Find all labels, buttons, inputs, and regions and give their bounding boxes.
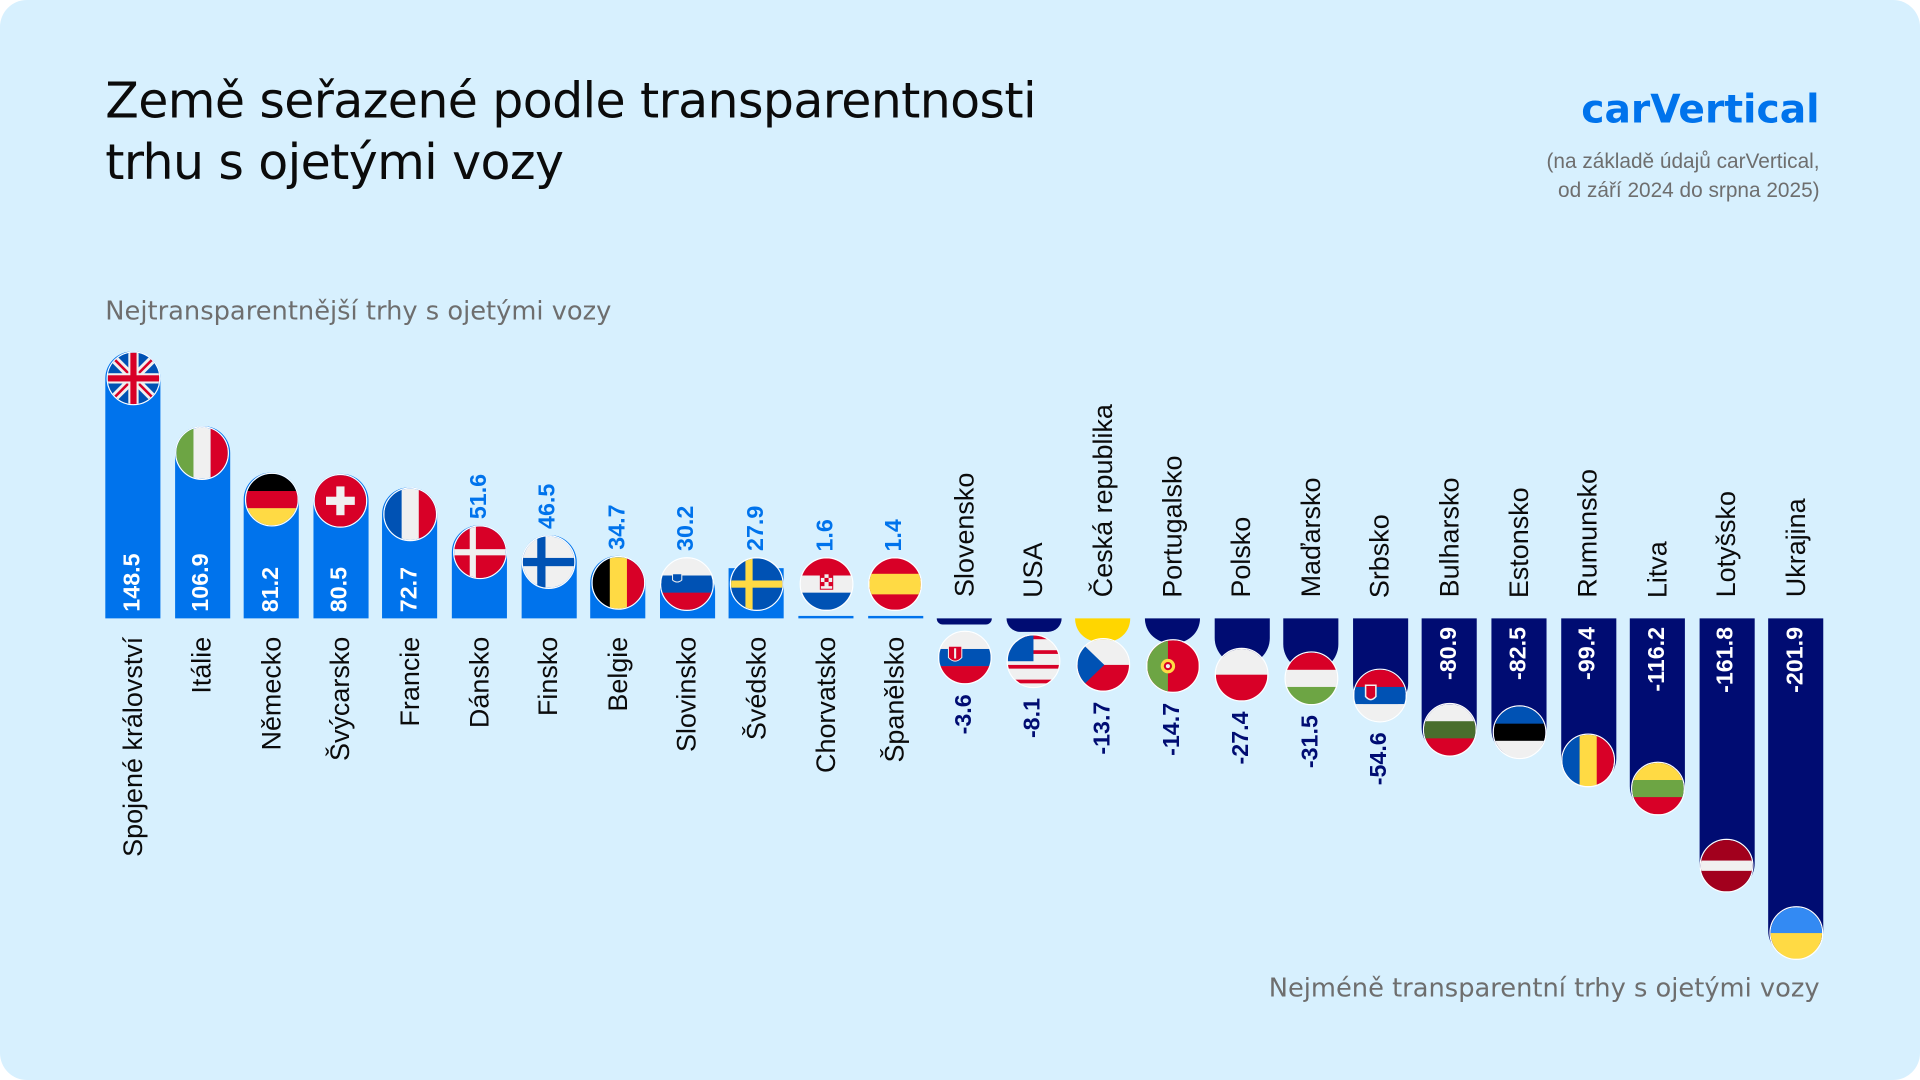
category-label: Slovinsko — [671, 636, 702, 753]
category-label: Srbsko — [1364, 513, 1396, 598]
value-label: 46.5 — [535, 483, 561, 529]
category-label: Ukrajina — [1780, 498, 1811, 598]
united-kingdom-flag-icon — [105, 351, 160, 405]
value-label: -13.7 — [1089, 701, 1116, 755]
category-label: Polsko — [1225, 516, 1257, 598]
value-label: 72.7 — [396, 566, 423, 613]
category-label: Španělsko — [879, 636, 910, 763]
page-title: Země seřazené podle transparentnosti trh… — [105, 71, 1036, 193]
category-label: Švýcarsko — [324, 636, 356, 762]
bulgaria-flag-icon — [1422, 702, 1477, 757]
source-line-2: od září 2024 do srpna 2025) — [1558, 178, 1820, 203]
category-label: Švédsko — [740, 636, 772, 741]
value-label: 34.7 — [604, 504, 631, 550]
italy-flag-icon — [175, 425, 230, 480]
value-label: 30.2 — [673, 505, 700, 552]
bar-croatia — [798, 615, 854, 619]
poland-flag-icon — [1214, 648, 1269, 703]
value-label: 80.5 — [327, 566, 354, 613]
denmark-flag-icon — [452, 525, 507, 580]
value-label: 81.2 — [257, 566, 284, 613]
category-label: Spojené království — [116, 636, 148, 857]
carvertical-logo: carVertical — [1581, 85, 1820, 133]
value-label: -201.9 — [1782, 626, 1809, 693]
germany-flag-icon — [244, 472, 299, 527]
value-label: 1.4 — [881, 518, 908, 552]
source-line-1: (na základě údajů carVertical, — [1546, 149, 1820, 173]
value-label: 51.6 — [465, 474, 492, 520]
value-label: 148.5 — [119, 554, 146, 613]
switzerland-flag-icon — [313, 473, 368, 528]
usa-flag-icon — [1006, 634, 1061, 688]
value-label: -31.5 — [1297, 714, 1324, 769]
ukraine-flag-icon — [1769, 905, 1824, 960]
romania-flag-icon — [1561, 733, 1616, 788]
spain-flag-icon — [868, 557, 923, 612]
serbia-flag-icon — [1353, 668, 1408, 723]
value-label: -82.5 — [1505, 626, 1532, 680]
category-label: Česká republika — [1087, 404, 1118, 598]
value-label: -27.4 — [1228, 711, 1254, 766]
category-label: Estonsko — [1503, 486, 1534, 598]
category-label: Rumunsko — [1572, 468, 1603, 598]
sweden-flag-icon — [729, 557, 784, 612]
category-label: Belgie — [602, 636, 633, 712]
category-label: Portugalsko — [1156, 455, 1188, 598]
category-label: Dánsko — [463, 636, 495, 729]
finland-flag-icon — [521, 534, 576, 589]
latvia-flag-icon — [1699, 838, 1754, 893]
category-label: Bulharsko — [1433, 477, 1465, 598]
category-label: Litva — [1641, 540, 1673, 598]
title-line-2: trhu s ojetými vozy — [105, 134, 564, 192]
bottom-label: Nejméně transparentní trhy s ojetými voz… — [1268, 973, 1820, 1003]
lithuania-flag-icon — [1630, 761, 1685, 816]
category-label: Maďarsko — [1295, 477, 1326, 598]
value-label: 1.6 — [812, 518, 839, 552]
category-label: Německo — [255, 636, 287, 751]
czech-republic-flag-icon — [1076, 638, 1131, 693]
value-label: 106.9 — [188, 554, 215, 613]
value-label: -14.7 — [1158, 702, 1185, 756]
bar-spain — [867, 615, 923, 619]
top-label: Nejtransparentnější trhy s ojetými vozy — [105, 296, 612, 326]
category-label: Finsko — [532, 636, 564, 717]
value-label: -116.2 — [1644, 626, 1670, 692]
slovakia-flag-icon — [937, 630, 992, 685]
value-label: -99.4 — [1574, 626, 1601, 680]
category-label: Lotyšsko — [1710, 491, 1742, 598]
category-label: Slovensko — [948, 473, 980, 598]
bar-czech-republic — [1075, 618, 1131, 642]
bar-slovakia — [936, 618, 993, 625]
value-label: -161.8 — [1713, 626, 1740, 693]
portugal-flag-icon — [1145, 638, 1200, 693]
value-label: -8.1 — [1020, 697, 1047, 738]
value-label: 27.9 — [743, 505, 769, 552]
bar-ukraine — [1768, 618, 1824, 958]
category-label: USA — [1017, 542, 1049, 598]
bar-usa — [1006, 618, 1062, 632]
croatia-flag-icon — [798, 557, 853, 612]
slovenia-flag-icon — [660, 557, 715, 612]
source-note: (na základě údajů carVertical, od září 2… — [1546, 147, 1819, 206]
category-label: Francie — [394, 636, 425, 727]
belgium-flag-icon — [591, 555, 645, 610]
title-line-1: Země seřazené podle transparentnosti — [105, 73, 1037, 130]
value-label: -80.9 — [1436, 626, 1462, 680]
value-label: -54.6 — [1366, 731, 1393, 785]
estonia-flag-icon — [1492, 705, 1546, 760]
hungary-flag-icon — [1284, 651, 1338, 706]
value-label: -3.6 — [951, 694, 977, 735]
category-label: Chorvatsko — [810, 636, 841, 773]
france-flag-icon — [383, 487, 438, 542]
category-label: Itálie — [186, 636, 217, 694]
